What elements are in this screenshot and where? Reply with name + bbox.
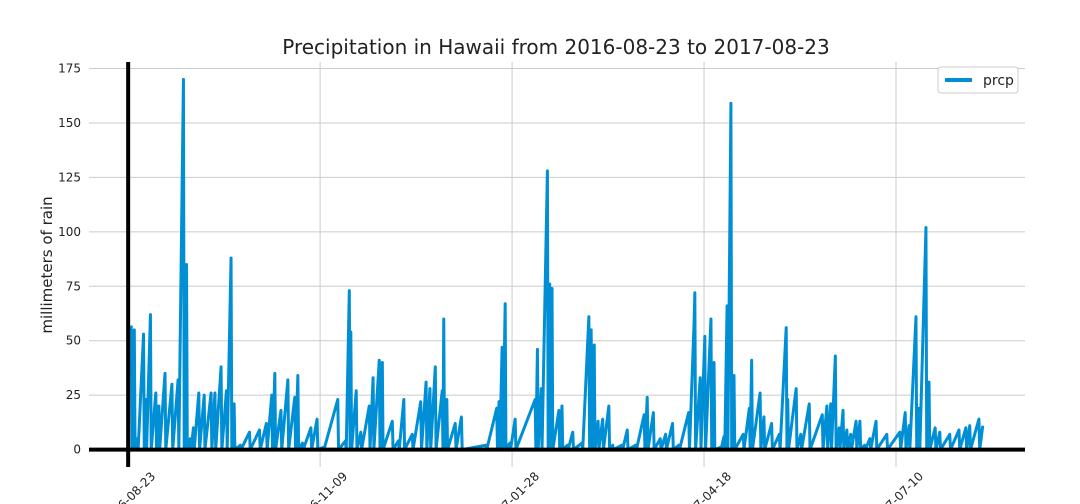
y-axis-label: millimeters of rain: [38, 196, 56, 333]
y-tick-label: 50: [66, 334, 81, 348]
y-tick-label: 0: [73, 443, 81, 457]
data-line: [129, 77, 985, 452]
y-tick-label: 25: [66, 388, 81, 402]
legend-box: [937, 66, 1019, 94]
y-tick-label: 100: [58, 225, 81, 239]
y-tick-label: 125: [58, 170, 81, 184]
x-tick-label: 2016-08-23: [99, 469, 158, 504]
y-tick-label: 175: [58, 62, 81, 76]
x-tick-label: 2017-01-28: [483, 469, 542, 504]
x-tick-label: 2016-11-09: [291, 469, 350, 504]
y-tick-label: 75: [66, 279, 81, 293]
legend-label: prcp: [983, 73, 1014, 89]
chart-title: Precipitation in Hawaii from 2016-08-23 …: [282, 35, 830, 59]
y-tick-label: 150: [58, 116, 81, 130]
x-tick-label: 2017-07-10: [867, 469, 926, 504]
legend: prcp: [937, 66, 1019, 94]
x-tick-label: 2017-04-18: [675, 469, 734, 504]
